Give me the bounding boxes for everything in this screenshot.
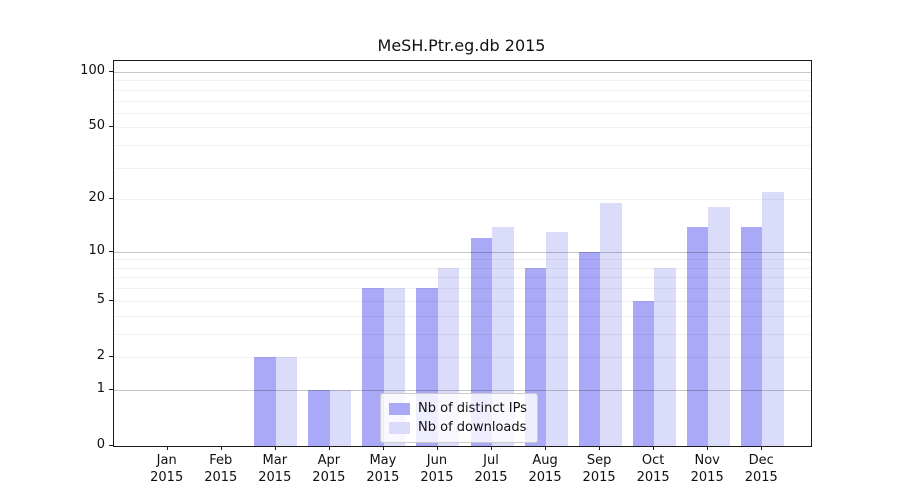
xtick-mark-oct [653, 446, 655, 450]
bar-ips-dec [740, 226, 763, 446]
bar-downloads-aug [546, 232, 568, 446]
bars-layer [114, 61, 811, 446]
bar-downloads-jul [492, 226, 514, 446]
legend-swatch-distinct-ips [389, 402, 410, 415]
ytick-mark-20 [109, 198, 113, 200]
xtick-mark-nov [707, 446, 709, 450]
ytick-label-0: 0 [96, 437, 105, 452]
legend: Nb of distinct IPs Nb of downloads [380, 393, 538, 443]
plot-area: Nb of distinct IPs Nb of downloads [113, 60, 812, 447]
bar-ips-apr [308, 389, 330, 446]
ytick-mark-2 [109, 355, 113, 357]
bar-ips-mar [254, 356, 276, 446]
xtick-label-feb: Feb 2015 [204, 453, 238, 485]
bar-downloads-oct [654, 267, 676, 446]
xtick-mark-jan [166, 446, 168, 450]
legend-swatch-downloads [389, 421, 410, 434]
xtick-label-sep: Sep 2015 [582, 453, 616, 485]
legend-entry-downloads: Nb of downloads [389, 418, 527, 437]
ytick-mark-100 [109, 70, 113, 72]
xtick-label-jun: Jun 2015 [420, 453, 454, 485]
xtick-label-jul: Jul 2015 [474, 453, 508, 485]
bar-ips-may [362, 288, 384, 446]
bar-ips-oct [632, 300, 655, 446]
xtick-label-nov: Nov 2015 [690, 453, 724, 485]
bar-ips-nov [686, 226, 709, 446]
xtick-mark-feb [220, 446, 222, 450]
xtick-mark-may [382, 446, 384, 450]
legend-label-distinct-ips: Nb of distinct IPs [418, 401, 527, 416]
ytick-label-20: 20 [88, 190, 105, 206]
ytick-mark-0 [109, 445, 113, 446]
xtick-mark-sep [599, 446, 601, 450]
xtick-label-jan: Jan 2015 [150, 453, 184, 485]
bar-downloads-apr [329, 389, 352, 446]
xtick-label-oct: Oct 2015 [636, 453, 670, 485]
ytick-mark-5 [109, 299, 113, 301]
xtick-mark-jun [436, 446, 438, 450]
ytick-mark-10 [109, 250, 113, 252]
ytick-label-2: 2 [96, 347, 105, 363]
bar-downloads-mar [275, 356, 298, 446]
xtick-label-mar: Mar 2015 [258, 453, 292, 485]
ytick-label-1: 1 [96, 380, 105, 396]
xtick-label-apr: Apr 2015 [312, 453, 346, 485]
ytick-label-50: 50 [88, 118, 105, 134]
ytick-label-5: 5 [96, 291, 105, 307]
bar-downloads-nov [708, 207, 730, 446]
ytick-label-10: 10 [88, 242, 105, 258]
xtick-mark-jul [491, 446, 492, 450]
legend-entry-distinct-ips: Nb of distinct IPs [389, 399, 527, 418]
xtick-mark-mar [274, 446, 276, 450]
ytick-mark-1 [109, 388, 113, 390]
xtick-mark-apr [328, 446, 330, 450]
ytick-mark-50 [109, 126, 113, 128]
legend-label-downloads: Nb of downloads [418, 420, 527, 435]
ytick-label-100: 100 [80, 62, 105, 78]
xtick-label-dec: Dec 2015 [744, 453, 778, 485]
xtick-mark-aug [545, 446, 547, 450]
bar-downloads-sep [600, 203, 622, 446]
xtick-mark-dec [761, 446, 763, 450]
chart-title: MeSH.Ptr.eg.db 2015 [377, 36, 546, 55]
bar-ips-sep [578, 251, 601, 446]
xtick-label-aug: Aug 2015 [528, 453, 562, 485]
xtick-label-may: May 2015 [366, 453, 400, 485]
bar-downloads-dec [762, 191, 784, 446]
